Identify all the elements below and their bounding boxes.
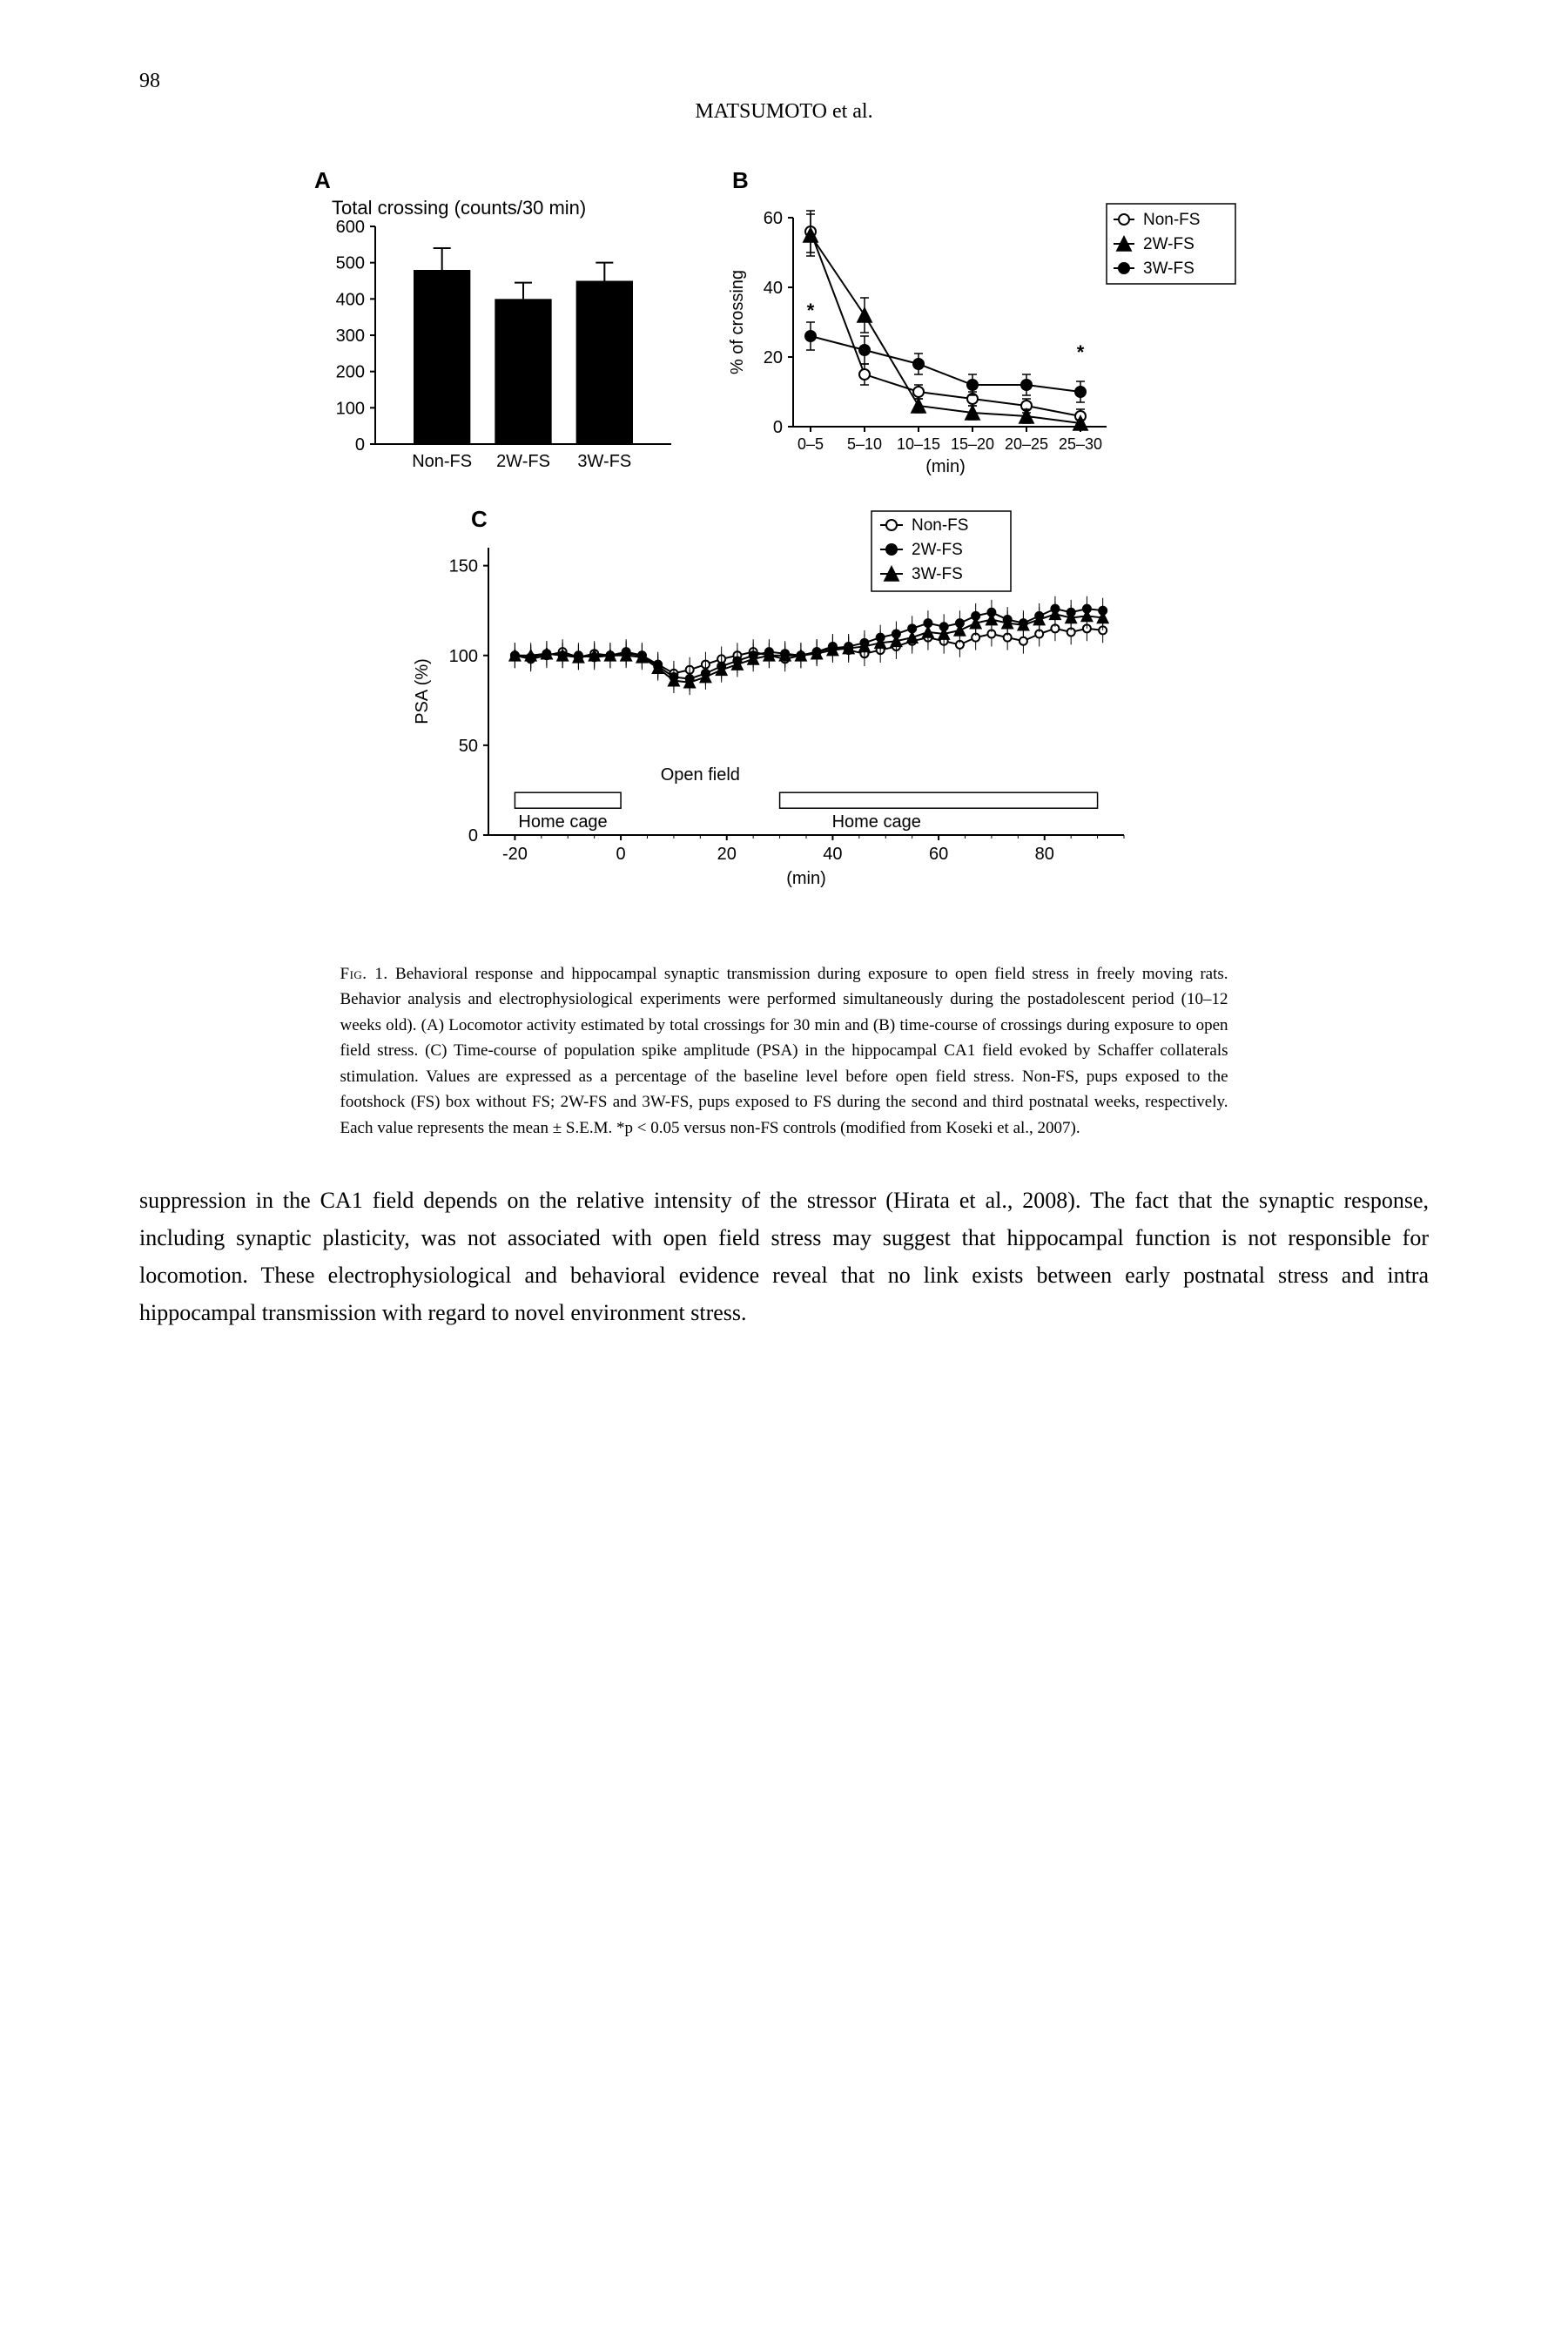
- panel-c-label: C: [471, 506, 488, 532]
- panel-a-plot: 0 100 200 300 400 500 600 Non-FS 2W-FS 3W-FS: [335, 218, 670, 471]
- svg-text:20: 20: [763, 348, 782, 367]
- panel-c-legend: Non-FS 2W-FS 3W-FS: [871, 511, 1011, 591]
- svg-text:3W-FS: 3W-FS: [912, 565, 963, 583]
- svg-text:400: 400: [335, 290, 364, 309]
- svg-text:PSA (%): PSA (%): [413, 658, 432, 724]
- panel-b-label: B: [732, 167, 749, 193]
- panel-b-legend: Non-FS 2W-FS 3W-FS: [1107, 204, 1235, 284]
- svg-text:3W-FS: 3W-FS: [577, 452, 631, 471]
- running-head: MATSUMOTO et al.: [139, 100, 1429, 124]
- svg-text:3W-FS: 3W-FS: [1143, 259, 1195, 278]
- running-head-text: MATSUMOTO et al.: [695, 100, 872, 123]
- svg-text:0: 0: [616, 845, 625, 864]
- svg-text:*: *: [1076, 341, 1084, 363]
- panel-a-svg: A Total crossing (counts/30 min) 0 100 200…: [306, 165, 689, 479]
- svg-text:50: 50: [458, 737, 477, 756]
- svg-text:(min): (min): [925, 457, 966, 476]
- svg-text:5–10: 5–10: [846, 435, 881, 453]
- svg-text:20: 20: [717, 845, 736, 864]
- svg-text:600: 600: [335, 218, 364, 237]
- panel-c-plot: 0 50 100 150 -20 0 20 40 60 80 PSA (%) (min) Open fi…: [413, 548, 1124, 888]
- panels-row-ab: A Total crossing (counts/30 min) 0100200…: [306, 165, 1263, 483]
- svg-text:(min): (min): [786, 869, 826, 888]
- svg-text:0–5: 0–5: [797, 435, 823, 453]
- svg-text:*: *: [806, 300, 814, 321]
- svg-text:100: 100: [335, 399, 364, 418]
- panel-a-title: Total crossing (counts/30 min): [332, 197, 586, 219]
- panel-b-svg: B 0 20 40 60 % of crossing 0–5 5–10 10–15 15–20 2…: [723, 165, 1246, 479]
- svg-text:200: 200: [335, 363, 364, 382]
- svg-text:Non-FS: Non-FS: [1143, 211, 1200, 229]
- svg-text:% of crossing: % of crossing: [728, 270, 747, 374]
- svg-text:0: 0: [772, 418, 782, 437]
- body-paragraph-1: suppression in the CA1 field depends on …: [139, 1182, 1429, 1332]
- svg-text:-20: -20: [501, 845, 527, 864]
- svg-text:Home cage: Home cage: [831, 812, 920, 832]
- panel-c: C 0 50 100 150 -20 0 20 40 60 80 PSA (%) (min) Open …: [393, 504, 1176, 926]
- svg-text:Non-FS: Non-FS: [912, 516, 968, 535]
- svg-text:60: 60: [763, 209, 782, 228]
- svg-text:20–25: 20–25: [1004, 435, 1047, 453]
- svg-text:2W-FS: 2W-FS: [1143, 235, 1195, 253]
- figure-1: A Total crossing (counts/30 min) 0100200…: [306, 165, 1263, 1141]
- svg-text:60: 60: [928, 845, 947, 864]
- svg-text:15–20: 15–20: [950, 435, 993, 453]
- figure-number: Fig. 1.: [340, 965, 388, 983]
- svg-text:500: 500: [335, 254, 364, 273]
- panel-c-svg: C 0 50 100 150 -20 0 20 40 60 80 PSA (%) (min) Open …: [393, 504, 1176, 922]
- svg-text:100: 100: [448, 647, 477, 666]
- svg-text:Non-FS: Non-FS: [412, 452, 472, 471]
- panel-a-label: A: [314, 167, 331, 193]
- svg-text:0: 0: [354, 435, 364, 455]
- svg-text:2W-FS: 2W-FS: [496, 452, 550, 471]
- panel-b-plot: 0 20 40 60 % of crossing 0–5 5–10 10–15 15–20 20–…: [728, 209, 1107, 476]
- panel-b: B 0 20 40 60 % of crossing 0–5 5–10 10–15 15–20 2…: [723, 165, 1246, 483]
- svg-text:40: 40: [763, 279, 782, 298]
- panel-a: A Total crossing (counts/30 min) 0 100 200…: [306, 165, 689, 483]
- svg-text:Home cage: Home cage: [518, 812, 607, 832]
- svg-text:80: 80: [1034, 845, 1053, 864]
- svg-text:0: 0: [468, 826, 477, 845]
- svg-text:25–30: 25–30: [1058, 435, 1101, 453]
- svg-text:Open field: Open field: [660, 765, 739, 785]
- page-number: 98: [139, 70, 1429, 93]
- figure-caption: Fig. 1. Behavioral response and hippocam…: [340, 961, 1228, 1141]
- figure-caption-text: Behavioral response and hippocampal syna…: [340, 965, 1228, 1137]
- svg-text:300: 300: [335, 327, 364, 346]
- svg-text:40: 40: [823, 845, 842, 864]
- svg-text:10–15: 10–15: [896, 435, 939, 453]
- svg-text:150: 150: [448, 557, 477, 576]
- svg-text:2W-FS: 2W-FS: [912, 541, 963, 559]
